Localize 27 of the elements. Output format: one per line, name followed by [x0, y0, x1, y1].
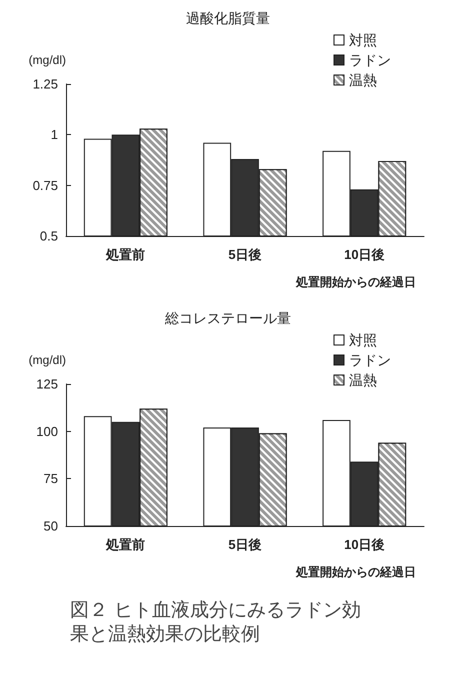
legend-label: ラドン: [349, 52, 391, 68]
y-tick-label: 50: [44, 518, 58, 534]
y-tick-label: 1: [50, 127, 58, 142]
chart-title: 過酸化脂質量: [186, 10, 270, 26]
x-tick-label: 10日後: [344, 537, 385, 552]
y-tick-label: 125: [36, 376, 58, 392]
x-tick-label: 処置前: [105, 537, 146, 552]
caption: 図２ ヒト血液成分にみるラドン効果と温熱効果の比較例: [70, 598, 362, 646]
y-tick-label: 75: [44, 471, 58, 486]
y-tick-label: 0.75: [32, 178, 58, 193]
legend-label: 対照: [349, 32, 377, 48]
legend-label: 温熱: [349, 72, 377, 88]
x-axis-title: 処置開始からの経過日: [295, 565, 416, 579]
x-tick-label: 5日後: [228, 247, 262, 262]
legend-label: ラドン: [349, 352, 391, 368]
y-tick-label: 100: [36, 424, 58, 439]
y-axis-title: (mg/dl): [28, 53, 66, 67]
x-tick-label: 処置前: [105, 247, 146, 262]
x-axis-title: 処置開始からの経過日: [295, 275, 416, 289]
x-tick-label: 5日後: [228, 537, 262, 552]
x-tick-label: 10日後: [344, 247, 385, 262]
legend-label: 対照: [349, 332, 377, 348]
y-tick-label: 1.25: [32, 76, 58, 92]
y-axis-title: (mg/dl): [28, 353, 66, 367]
legend-label: 温熱: [349, 372, 377, 388]
y-tick-label: 0.5: [40, 228, 58, 244]
chart-title: 総コレステロール量: [164, 310, 291, 326]
